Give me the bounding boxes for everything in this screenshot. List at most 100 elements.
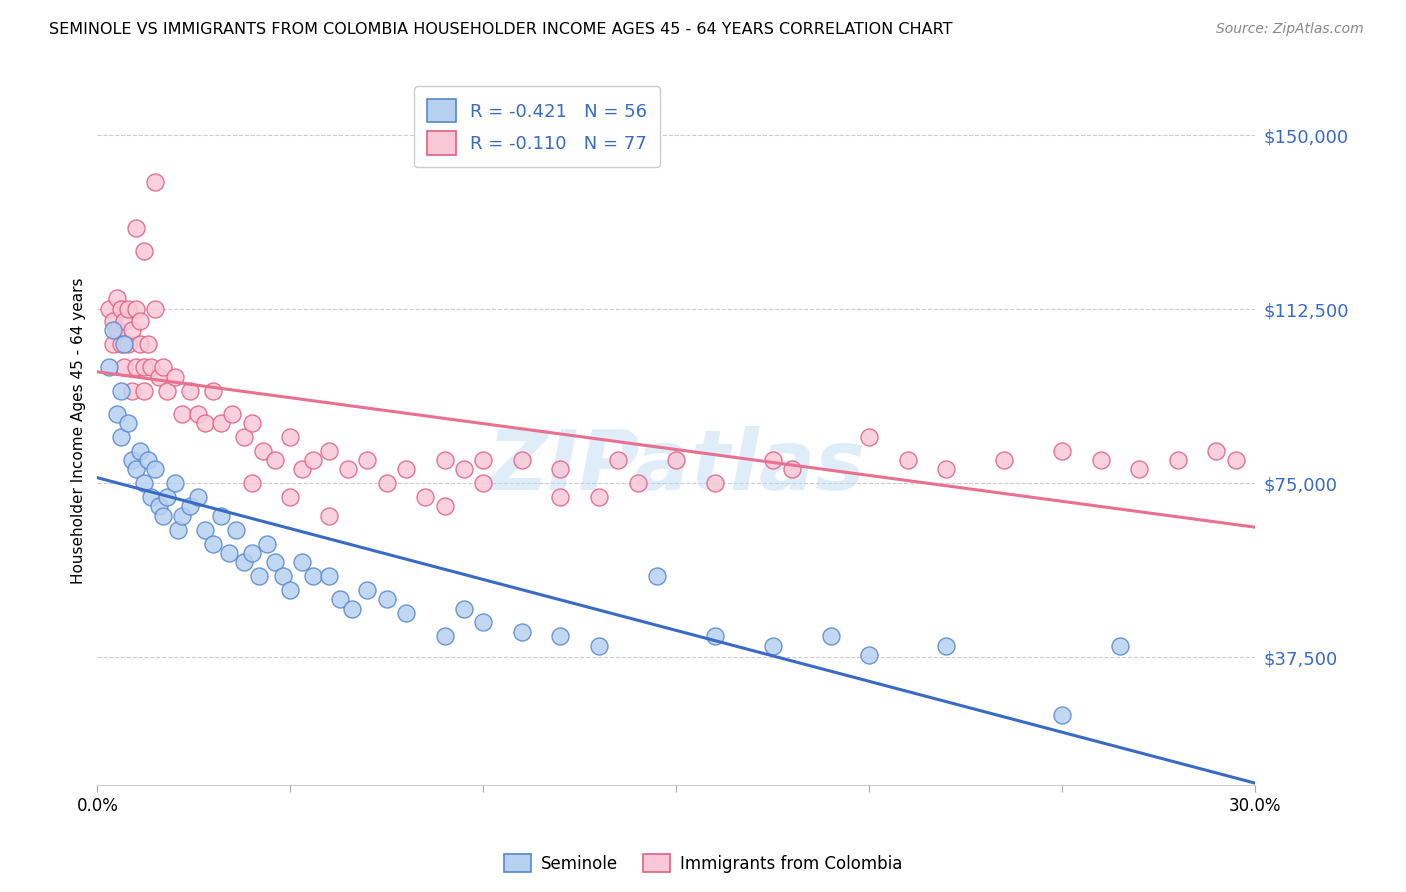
Point — [1167, 453, 1189, 467]
Point — [125, 221, 148, 235]
Point — [112, 360, 135, 375]
Point — [433, 500, 456, 514]
Point — [110, 337, 132, 351]
Point — [252, 443, 274, 458]
Point — [143, 302, 166, 317]
Point — [202, 536, 225, 550]
Point — [1050, 708, 1073, 723]
Point — [453, 462, 475, 476]
Point — [143, 175, 166, 189]
Point — [240, 546, 263, 560]
Point — [97, 302, 120, 317]
Point — [263, 453, 285, 467]
Point — [167, 523, 190, 537]
Point — [453, 601, 475, 615]
Point — [202, 384, 225, 398]
Point — [112, 337, 135, 351]
Point — [225, 523, 247, 537]
Point — [291, 555, 314, 569]
Point — [194, 416, 217, 430]
Point — [433, 453, 456, 467]
Point — [163, 476, 186, 491]
Point — [278, 490, 301, 504]
Point — [858, 648, 880, 662]
Point — [105, 291, 128, 305]
Point — [141, 490, 163, 504]
Point — [935, 639, 957, 653]
Point — [112, 314, 135, 328]
Point — [218, 546, 240, 560]
Point — [101, 323, 124, 337]
Point — [233, 555, 256, 569]
Point — [665, 453, 688, 467]
Point — [163, 369, 186, 384]
Point — [209, 508, 232, 523]
Point — [278, 582, 301, 597]
Point — [148, 369, 170, 384]
Point — [395, 606, 418, 620]
Point — [179, 384, 201, 398]
Point — [125, 360, 148, 375]
Point — [415, 490, 437, 504]
Point — [187, 490, 209, 504]
Point — [302, 569, 325, 583]
Text: ZIPatlas: ZIPatlas — [488, 426, 865, 507]
Point — [152, 508, 174, 523]
Point — [125, 462, 148, 476]
Point — [340, 601, 363, 615]
Point — [152, 360, 174, 375]
Point — [356, 453, 378, 467]
Point — [121, 384, 143, 398]
Point — [132, 360, 155, 375]
Point — [128, 314, 150, 328]
Point — [105, 323, 128, 337]
Point — [1128, 462, 1150, 476]
Point — [588, 639, 610, 653]
Point — [105, 407, 128, 421]
Legend: Seminole, Immigrants from Colombia: Seminole, Immigrants from Colombia — [498, 847, 908, 880]
Point — [510, 624, 533, 639]
Point — [136, 453, 159, 467]
Point — [820, 629, 842, 643]
Legend: R = -0.421   N = 56, R = -0.110   N = 77: R = -0.421 N = 56, R = -0.110 N = 77 — [415, 87, 659, 167]
Y-axis label: Householder Income Ages 45 - 64 years: Householder Income Ages 45 - 64 years — [72, 277, 86, 584]
Point — [172, 407, 194, 421]
Point — [329, 592, 352, 607]
Text: Source: ZipAtlas.com: Source: ZipAtlas.com — [1216, 22, 1364, 37]
Point — [110, 302, 132, 317]
Point — [97, 360, 120, 375]
Point — [1109, 639, 1132, 653]
Point — [645, 569, 668, 583]
Point — [318, 569, 340, 583]
Point — [221, 407, 243, 421]
Point — [302, 453, 325, 467]
Point — [762, 453, 785, 467]
Point — [356, 582, 378, 597]
Point — [291, 462, 314, 476]
Point — [337, 462, 360, 476]
Point — [607, 453, 630, 467]
Point — [510, 453, 533, 467]
Point — [433, 629, 456, 643]
Point — [110, 384, 132, 398]
Point — [101, 314, 124, 328]
Point — [110, 430, 132, 444]
Point — [132, 384, 155, 398]
Point — [550, 490, 572, 504]
Point — [117, 337, 139, 351]
Point — [121, 323, 143, 337]
Point — [550, 629, 572, 643]
Point — [375, 592, 398, 607]
Point — [156, 384, 179, 398]
Point — [117, 302, 139, 317]
Point — [858, 430, 880, 444]
Point — [136, 337, 159, 351]
Point — [263, 555, 285, 569]
Point — [141, 360, 163, 375]
Point — [1225, 453, 1247, 467]
Point — [318, 443, 340, 458]
Point — [156, 490, 179, 504]
Point — [703, 629, 725, 643]
Point — [233, 430, 256, 444]
Point — [780, 462, 803, 476]
